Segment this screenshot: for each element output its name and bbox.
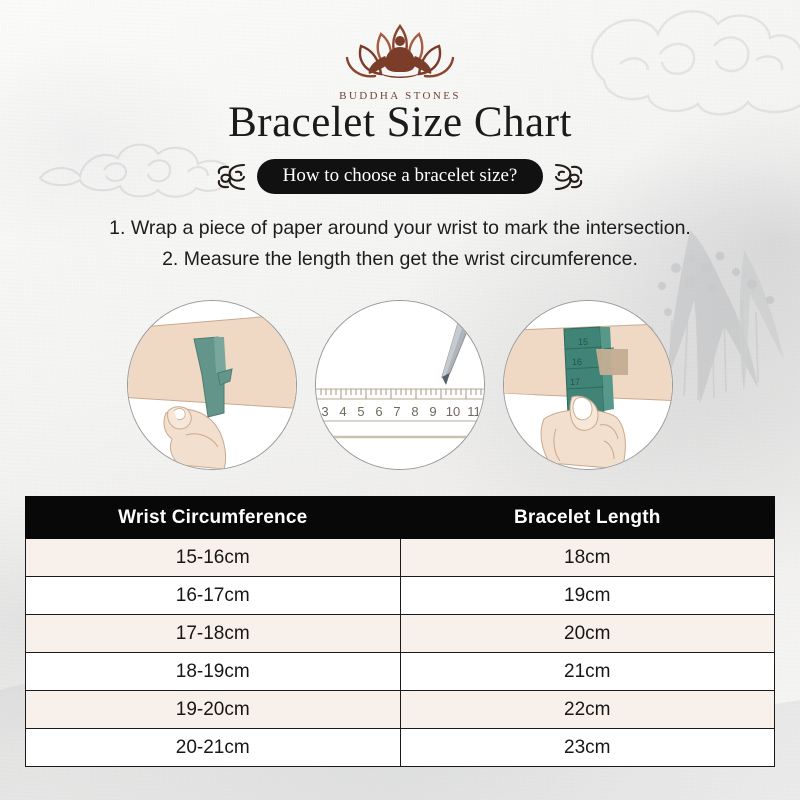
svg-text:9: 9 xyxy=(429,404,436,419)
svg-text:16: 16 xyxy=(572,357,582,367)
flourish-ornament-right-icon xyxy=(555,163,583,190)
svg-text:17: 17 xyxy=(570,377,580,387)
brand-name: BUDDHA STONES xyxy=(339,90,461,102)
column-header-wrist-circumference: Wrist Circumference xyxy=(25,496,401,539)
cell-wrist: 20-21cm xyxy=(25,728,401,767)
illustration-wrist-wrap-paper xyxy=(127,300,297,470)
table-row: 19-20cm 22cm xyxy=(25,690,775,729)
cell-wrist: 18-19cm xyxy=(25,652,401,691)
cell-bracelet: 22cm xyxy=(399,690,775,729)
svg-text:11: 11 xyxy=(467,404,481,419)
table-header-row: Wrist Circumference Bracelet Length xyxy=(25,496,775,539)
pencil-icon xyxy=(441,322,469,385)
svg-text:3: 3 xyxy=(321,404,328,419)
instruction-step-2: 2. Measure the length then get the wrist… xyxy=(162,248,638,270)
svg-text:7: 7 xyxy=(393,404,400,419)
svg-text:6: 6 xyxy=(375,404,382,419)
question-banner: How to choose a bracelet size? xyxy=(0,159,800,194)
page-title: Bracelet Size Chart xyxy=(228,99,572,146)
table-row: 18-19cm 21cm xyxy=(25,652,775,691)
ink-wash-mountain xyxy=(646,230,784,404)
svg-text:5: 5 xyxy=(357,404,364,419)
svg-text:10: 10 xyxy=(446,404,460,419)
table-row: 16-17cm 19cm xyxy=(25,576,775,615)
svg-text:8: 8 xyxy=(411,404,418,419)
svg-text:4: 4 xyxy=(339,404,346,419)
auspicious-cloud-right xyxy=(591,10,800,116)
cell-bracelet: 18cm xyxy=(399,538,775,577)
table-row: 20-21cm 23cm xyxy=(25,728,775,767)
table-row: 17-18cm 20cm xyxy=(25,614,775,653)
cell-bracelet: 19cm xyxy=(399,576,775,615)
table-row: 15-16cm 18cm xyxy=(25,538,775,577)
cell-bracelet: 20cm xyxy=(399,614,775,653)
cell-wrist: 15-16cm xyxy=(25,538,401,577)
lotus-meditation-logo-icon xyxy=(345,23,455,78)
flourish-ornament-left-icon xyxy=(217,163,245,190)
cell-wrist: 16-17cm xyxy=(25,576,401,615)
cell-bracelet: 21cm xyxy=(399,652,775,691)
question-pill: How to choose a bracelet size? xyxy=(256,159,544,194)
cell-bracelet: 23cm xyxy=(399,728,775,767)
svg-text:15: 15 xyxy=(578,337,588,347)
column-header-bracelet-length: Bracelet Length xyxy=(399,496,775,539)
size-chart-table: Wrist Circumference Bracelet Length 15-1… xyxy=(25,496,775,767)
cell-wrist: 17-18cm xyxy=(25,614,401,653)
cell-wrist: 19-20cm xyxy=(25,690,401,729)
instruction-list: 1. Wrap a piece of paper around your wri… xyxy=(0,213,800,275)
brand-logo-block: BUDDHA STONES xyxy=(0,22,800,102)
instruction-step-1: 1. Wrap a piece of paper around your wri… xyxy=(109,217,691,239)
